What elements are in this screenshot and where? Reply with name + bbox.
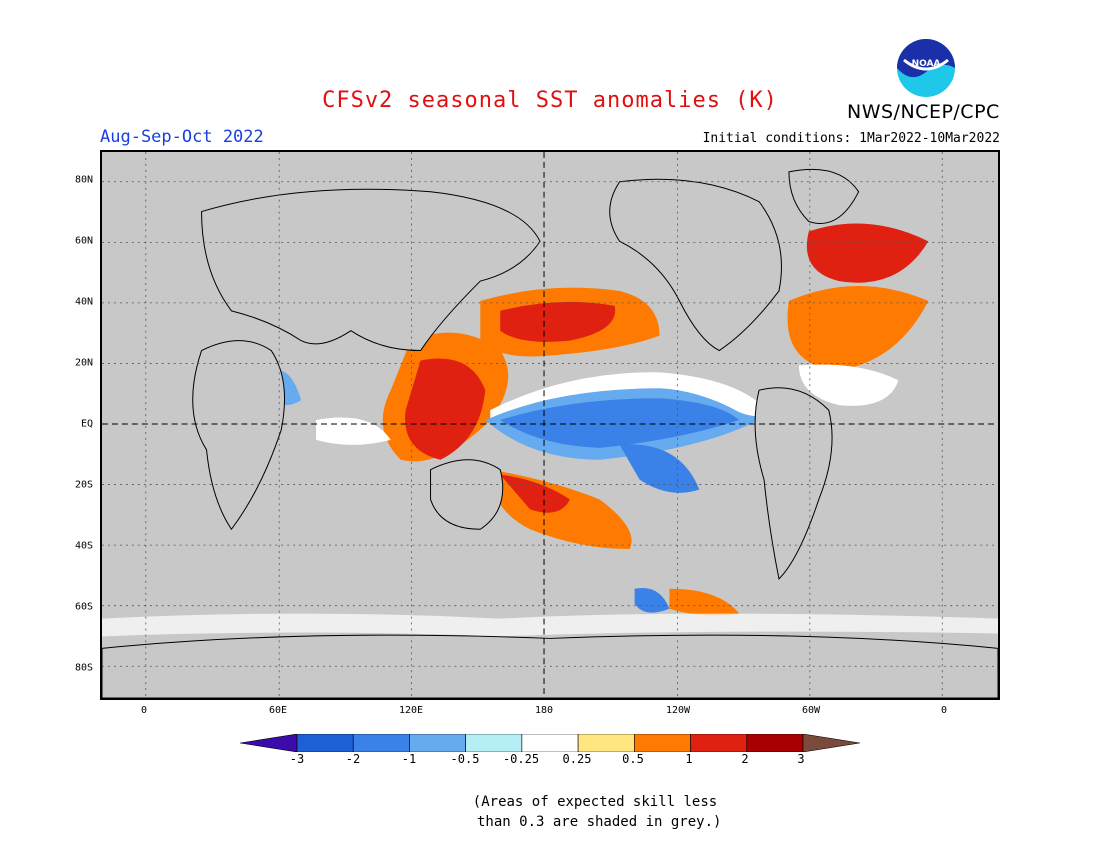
lat-label-60n: 60N <box>74 235 93 247</box>
colorbar-cell <box>352 734 410 752</box>
colorbar-tick: -0.25 <box>502 752 540 766</box>
colorbar-cell <box>690 734 748 752</box>
lat-label-80n: 80N <box>74 174 93 186</box>
colorbar-tick: -2 <box>345 752 361 766</box>
tropical-atlantic-neutral-patch <box>798 364 899 406</box>
north-pacific-red-patch <box>500 301 616 342</box>
skill-note: (Areas of expected skill less than 0.3 a… <box>0 792 1100 832</box>
lat-label-80s: 80S <box>74 662 93 674</box>
lat-label-40s: 40S <box>74 540 93 552</box>
skill-note-line-1: (Areas of expected skill less <box>472 794 718 810</box>
south-america-outline <box>754 387 833 580</box>
lon-label-120w: 120W <box>665 705 691 716</box>
lon-label-180: 180 <box>534 705 554 716</box>
logo-text: NOAA <box>912 59 941 69</box>
north-atlantic-red-patch <box>806 223 929 283</box>
graticule <box>102 152 998 698</box>
initial-conditions-label: Initial conditions: 1Mar2022-10Mar2022 <box>702 131 1000 146</box>
antarctic-neutral-band <box>102 613 998 637</box>
lat-label-60s: 60S <box>74 601 93 613</box>
noaa-logo: NOAA <box>896 38 956 98</box>
lat-label-eq: EQ <box>80 418 93 430</box>
lat-label-20s: 20S <box>74 479 93 491</box>
colorbar-cell <box>409 734 466 752</box>
colorbar-tick: 1 <box>685 752 693 766</box>
lon-label-0-east: 0 <box>940 705 948 716</box>
cold-tongue-neutral-fringe <box>490 372 770 419</box>
agency-label: NWS/NCEP/CPC <box>847 101 1000 123</box>
season-label: Aug-Sep-Oct 2022 <box>100 127 264 147</box>
colorbar-cell <box>240 734 298 752</box>
colorbar-tick: 2 <box>741 752 749 766</box>
lon-label-60w: 60W <box>801 705 821 716</box>
colorbar-cell <box>465 734 523 752</box>
colorbar-cell <box>577 734 635 752</box>
southern-ocean-warm-patch <box>669 588 740 616</box>
colorbar-cell <box>746 734 804 752</box>
sst-anomaly-map <box>100 150 1000 700</box>
colorbar-cell <box>634 734 691 752</box>
anomaly-patches <box>102 223 998 637</box>
colorbar-cell <box>296 734 354 752</box>
colorbar-cell <box>521 734 579 752</box>
lat-label-20n: 20N <box>74 357 93 369</box>
lon-label-0-west: 0 <box>140 705 148 716</box>
africa-outline <box>192 340 285 531</box>
skill-note-line-2: than 0.3 are shaded in grey.) <box>468 814 722 830</box>
north-america-outline <box>609 178 782 352</box>
lon-label-120e: 120E <box>398 705 424 716</box>
north-atlantic-warm-patch <box>787 286 929 371</box>
lon-label-60e: 60E <box>268 705 288 716</box>
colorbar-tick: 3 <box>797 752 805 766</box>
cold-tongue-south-lobe <box>619 444 700 493</box>
colorbar-tick: -0.5 <box>450 752 480 766</box>
colorbar-tick: -3 <box>289 752 305 766</box>
west-pacific-red-patch <box>405 358 486 460</box>
equatorial-cold-core <box>500 398 740 448</box>
colorbar-tick: 0.5 <box>622 752 644 766</box>
colorbar-tick: -1 <box>401 752 417 766</box>
eurasia-outline <box>201 188 541 352</box>
lat-label-40n: 40N <box>74 296 93 308</box>
map-title: CFSv2 seasonal SST anomalies (K) <box>322 88 778 113</box>
main-axes <box>102 152 998 698</box>
south-pacific-red-patch <box>500 474 570 513</box>
australia-outline <box>430 459 504 530</box>
southern-ocean-cold-patch <box>634 587 670 613</box>
colorbar <box>240 734 860 752</box>
colorbar-tick: 0.25 <box>562 752 592 766</box>
colorbar-cell <box>802 734 860 752</box>
greenland-outline <box>788 168 860 224</box>
